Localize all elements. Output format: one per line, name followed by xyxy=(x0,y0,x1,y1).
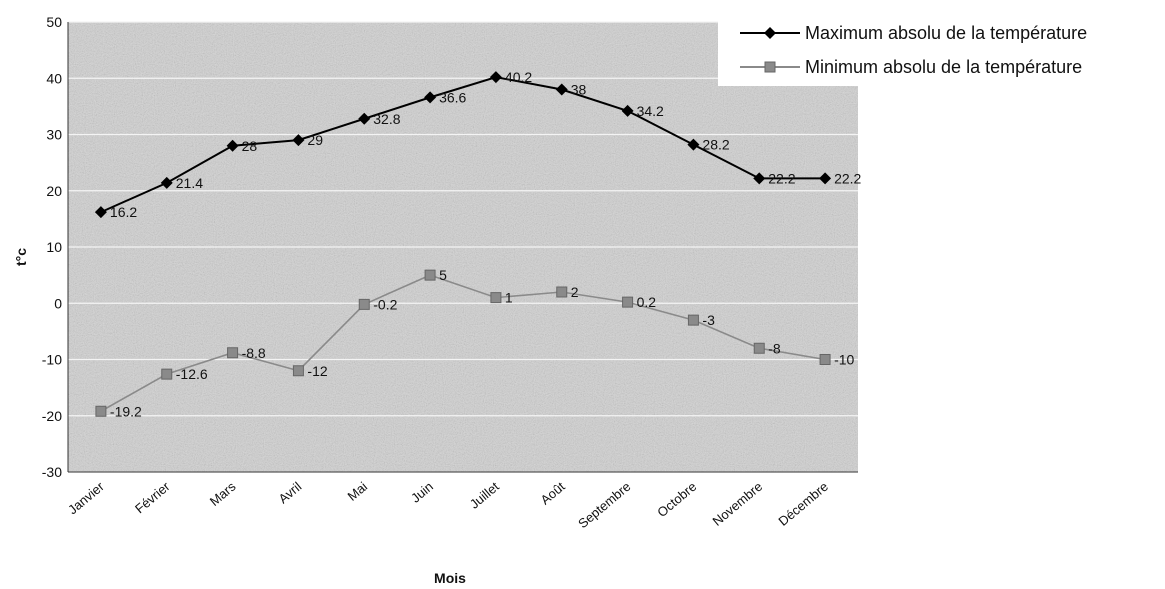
y-tick-label: 30 xyxy=(46,127,62,143)
legend-label: Maximum absolu de la température xyxy=(805,23,1087,43)
data-label: -0.2 xyxy=(373,296,397,312)
legend-box xyxy=(718,8,1158,86)
y-tick-label: 50 xyxy=(46,14,62,30)
data-point-marker xyxy=(490,292,502,304)
data-point-marker xyxy=(753,172,766,185)
x-tick-label: Octobre xyxy=(654,479,699,520)
y-tick-label: 40 xyxy=(46,70,62,86)
series-line xyxy=(100,274,826,412)
data-label: 16.2 xyxy=(110,204,137,220)
gridlines xyxy=(67,21,858,473)
data-point-marker xyxy=(753,342,765,354)
x-tick-label: Mars xyxy=(207,478,239,508)
data-label: 36.6 xyxy=(439,89,466,105)
data-label: 21.4 xyxy=(176,175,203,191)
data-label: 29 xyxy=(307,132,323,148)
data-label: 40.2 xyxy=(505,69,532,85)
data-point-marker xyxy=(687,314,699,326)
x-tick-label: Mai xyxy=(344,479,370,504)
data-label: -12.6 xyxy=(176,366,208,382)
y-tick-label: 0 xyxy=(54,295,62,311)
legend-marker xyxy=(764,27,776,39)
x-axis-ticks: Janvier Février Mars Avril Mai Juin Juillet Aoû… xyxy=(65,478,831,531)
series-min: -19.2 -12.6 -8.8 -12 -0.2 5 1 2 0.2 -3 -8 -10 xyxy=(95,267,855,419)
data-label: 22.2 xyxy=(768,170,795,186)
data-point-marker xyxy=(424,91,437,104)
data-point-marker xyxy=(95,405,107,417)
data-label: -8.8 xyxy=(242,345,266,361)
legend-item: Maximum absolu de la température xyxy=(740,23,1087,43)
data-label: -8 xyxy=(768,340,781,356)
data-label: -19.2 xyxy=(110,403,142,419)
data-point-marker xyxy=(424,269,436,281)
data-point-marker xyxy=(227,347,239,359)
y-tick-label: -30 xyxy=(42,464,62,480)
data-label: 32.8 xyxy=(373,111,400,127)
x-tick-label: Juin xyxy=(408,479,436,506)
data-point-marker xyxy=(292,365,304,377)
y-tick-label: -20 xyxy=(42,408,62,424)
data-point-marker xyxy=(819,172,832,185)
data-label: 22.2 xyxy=(834,170,861,186)
data-label: 28 xyxy=(242,138,258,154)
x-tick-label: Septembre xyxy=(575,479,633,531)
data-point-marker xyxy=(489,71,502,84)
data-point-marker xyxy=(622,296,634,308)
x-tick-label: Avril xyxy=(276,479,305,507)
x-tick-label: Janvier xyxy=(65,478,107,517)
y-tick-label: -10 xyxy=(42,352,62,368)
data-label: 1 xyxy=(505,290,513,306)
x-tick-label: Novembre xyxy=(710,479,766,529)
legend: Maximum absolu de la température Minimum … xyxy=(718,8,1158,86)
x-tick-label: Décembre xyxy=(775,479,831,529)
data-label: -3 xyxy=(702,312,715,328)
data-point-marker xyxy=(292,134,305,147)
data-point-marker xyxy=(358,112,371,125)
data-label: 28.2 xyxy=(702,137,729,153)
data-point-marker xyxy=(160,176,173,189)
y-tick-label: 20 xyxy=(46,183,62,199)
x-axis-title: Mois xyxy=(434,570,466,586)
y-tick-label: 10 xyxy=(46,239,62,255)
data-point-marker xyxy=(94,206,107,219)
x-tick-label: Juillet xyxy=(467,479,502,512)
data-point-marker xyxy=(555,83,568,96)
data-point-marker xyxy=(226,139,239,152)
data-label: -12 xyxy=(307,363,327,379)
series-max: 16.2 21.4 28 29 32.8 36.6 40.2 38 34.2 28.2 22.2 22… xyxy=(94,69,862,220)
data-label: 38 xyxy=(571,82,587,98)
y-axis-ticks: 50 40 30 20 10 0 -10 -20 -30 xyxy=(42,14,62,480)
series-line xyxy=(100,76,826,214)
data-point-marker xyxy=(556,286,568,298)
data-point-marker xyxy=(621,104,634,117)
data-point-marker xyxy=(358,298,370,310)
y-axis-title: t°c xyxy=(13,248,29,266)
data-label: 5 xyxy=(439,267,447,283)
legend-label: Minimum absolu de la température xyxy=(805,57,1082,77)
data-point-marker xyxy=(687,138,700,151)
legend-marker xyxy=(764,61,776,73)
data-label: 2 xyxy=(571,284,579,300)
x-tick-label: Février xyxy=(132,478,173,516)
legend-item: Minimum absolu de la température xyxy=(740,57,1082,77)
data-label: -10 xyxy=(834,352,854,368)
x-tick-label: Août xyxy=(538,479,568,508)
data-point-marker xyxy=(819,354,831,365)
data-point-marker xyxy=(161,368,173,380)
data-label: 0.2 xyxy=(637,294,657,310)
data-label: 34.2 xyxy=(637,103,664,119)
